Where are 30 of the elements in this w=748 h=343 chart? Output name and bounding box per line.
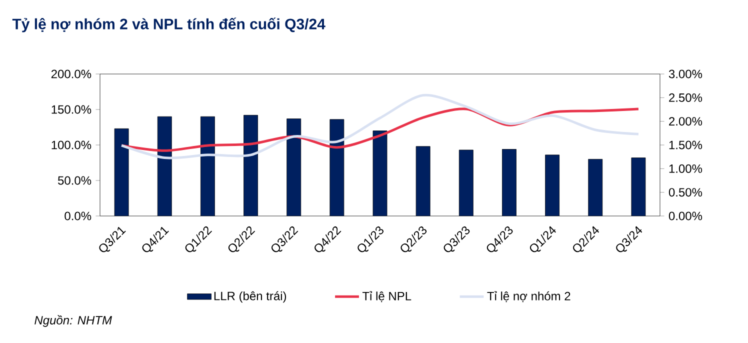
bar	[631, 158, 646, 216]
line-series	[120, 94, 640, 160]
y2-tick-label: 0.00%	[668, 212, 702, 220]
bar	[330, 119, 344, 216]
y2-tick-label: 2.00%	[669, 117, 702, 126]
bar	[459, 150, 474, 216]
legend-label: Tỉ lệ nợ nhóm 2	[487, 291, 570, 302]
bar	[588, 159, 602, 216]
y2-tick-label: 1.50%	[669, 140, 702, 150]
y-tick-label: 50.0%	[58, 176, 92, 185]
chart-title: Tỷ lệ nợ nhóm 2 và NPL tính đến cuối Q3/24	[12, 18, 326, 32]
y-tick-label: 100.0%	[52, 140, 92, 150]
bar	[502, 149, 516, 216]
y2-tick-label: 2.50%	[669, 93, 702, 102]
bar	[286, 118, 301, 216]
y2-tick-label: 0.50%	[668, 188, 702, 197]
bar	[244, 115, 258, 216]
legend-label: LLR (bên trái)	[214, 291, 286, 303]
legend-label: Tỉ lệ NPL	[362, 291, 412, 302]
bar	[545, 154, 560, 216]
y2-tick-label: 3.00%	[668, 70, 702, 78]
text: Nguồn: NHTM	[34, 315, 112, 327]
bar	[114, 128, 129, 216]
y2-tick-label: 1.00%	[669, 164, 702, 173]
y-tick-label: 0.0%	[64, 212, 92, 220]
bar	[158, 116, 172, 216]
bar	[416, 146, 430, 216]
y-tick-label: 150.0%	[52, 105, 92, 114]
y-tick-label: 200.0%	[51, 70, 92, 78]
bar	[200, 116, 215, 216]
